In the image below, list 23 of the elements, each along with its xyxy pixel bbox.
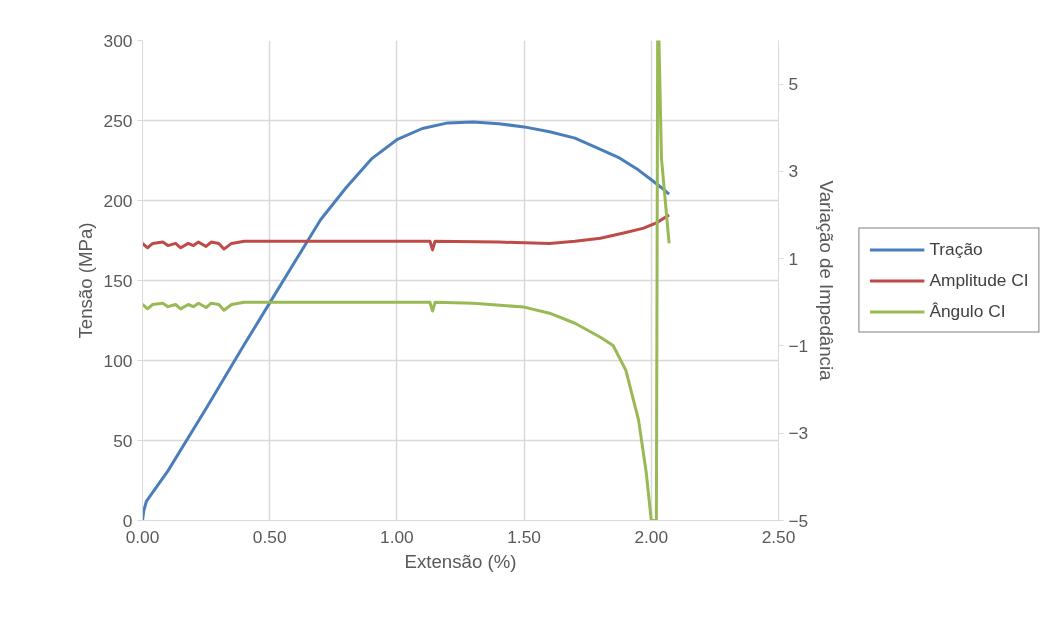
y-tick-label: 100	[103, 350, 133, 371]
legend-label: Ângulo CI	[929, 300, 1006, 322]
y2-tick-label: −1	[788, 335, 809, 356]
x-axis-title: Extensão (%)	[404, 550, 517, 572]
x-tick-label: 1.00	[380, 526, 414, 547]
y2-tick-label: 3	[788, 161, 799, 182]
y2-tick-label: −3	[788, 423, 809, 444]
legend-label: Amplitude CI	[929, 269, 1029, 291]
x-tick-label: 0.50	[252, 526, 287, 547]
y-tick-label: 300	[103, 30, 133, 51]
y-tick-label: 50	[113, 430, 133, 451]
x-tick-label: 2.00	[634, 526, 669, 547]
y-tick-label: 200	[103, 190, 133, 211]
y2-tick-label: 5	[788, 74, 799, 95]
y-axis-title: Tensão (MPa)	[74, 222, 96, 339]
x-tick-label: 1.50	[507, 526, 541, 547]
y2-axis-title: Variação de Impedância	[816, 180, 838, 382]
y-tick-label: 150	[103, 270, 133, 291]
y-tick-label: 250	[103, 110, 133, 131]
y2-tick-label: 1	[788, 248, 799, 269]
legend-label: Tração	[929, 238, 983, 260]
line-series	[142, 120, 671, 521]
line-series	[142, 213, 671, 252]
